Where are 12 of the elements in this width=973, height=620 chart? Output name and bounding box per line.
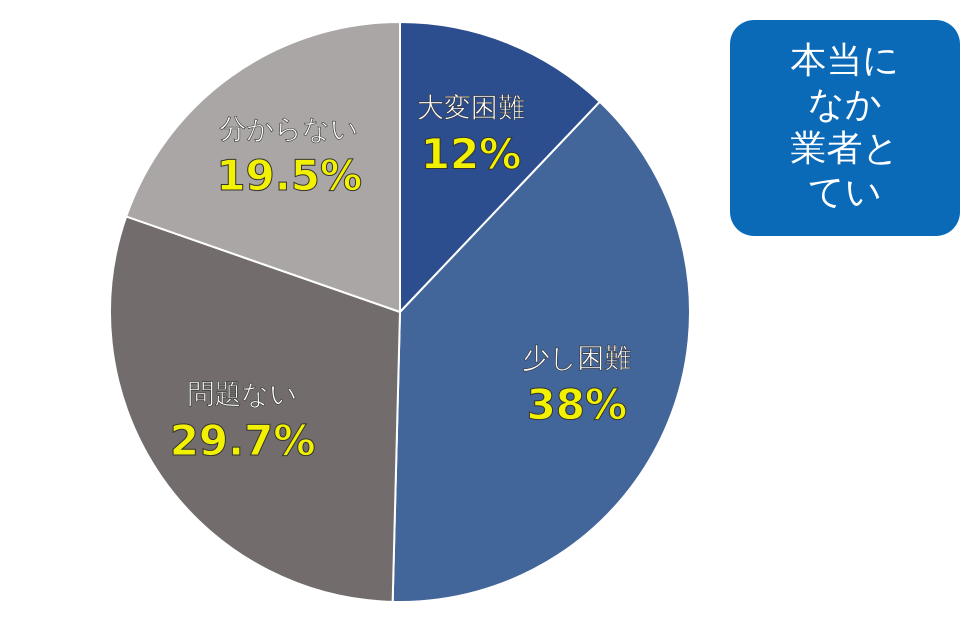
text: てい	[808, 172, 882, 213]
slice-label: 問題ない	[188, 378, 298, 410]
data-label: 38%	[526, 380, 628, 430]
data-label: 19.5%	[216, 150, 362, 200]
text: なか	[808, 84, 882, 125]
slice-label: 少し困難	[522, 343, 632, 374]
text: 業者と	[790, 128, 900, 169]
text: 本当に	[790, 40, 900, 81]
data-label: 12%	[420, 129, 522, 178]
slice-label: 大変困難	[417, 92, 525, 124]
slice-label: 分からない	[220, 114, 359, 145]
data-label: 29.7%	[170, 416, 316, 465]
